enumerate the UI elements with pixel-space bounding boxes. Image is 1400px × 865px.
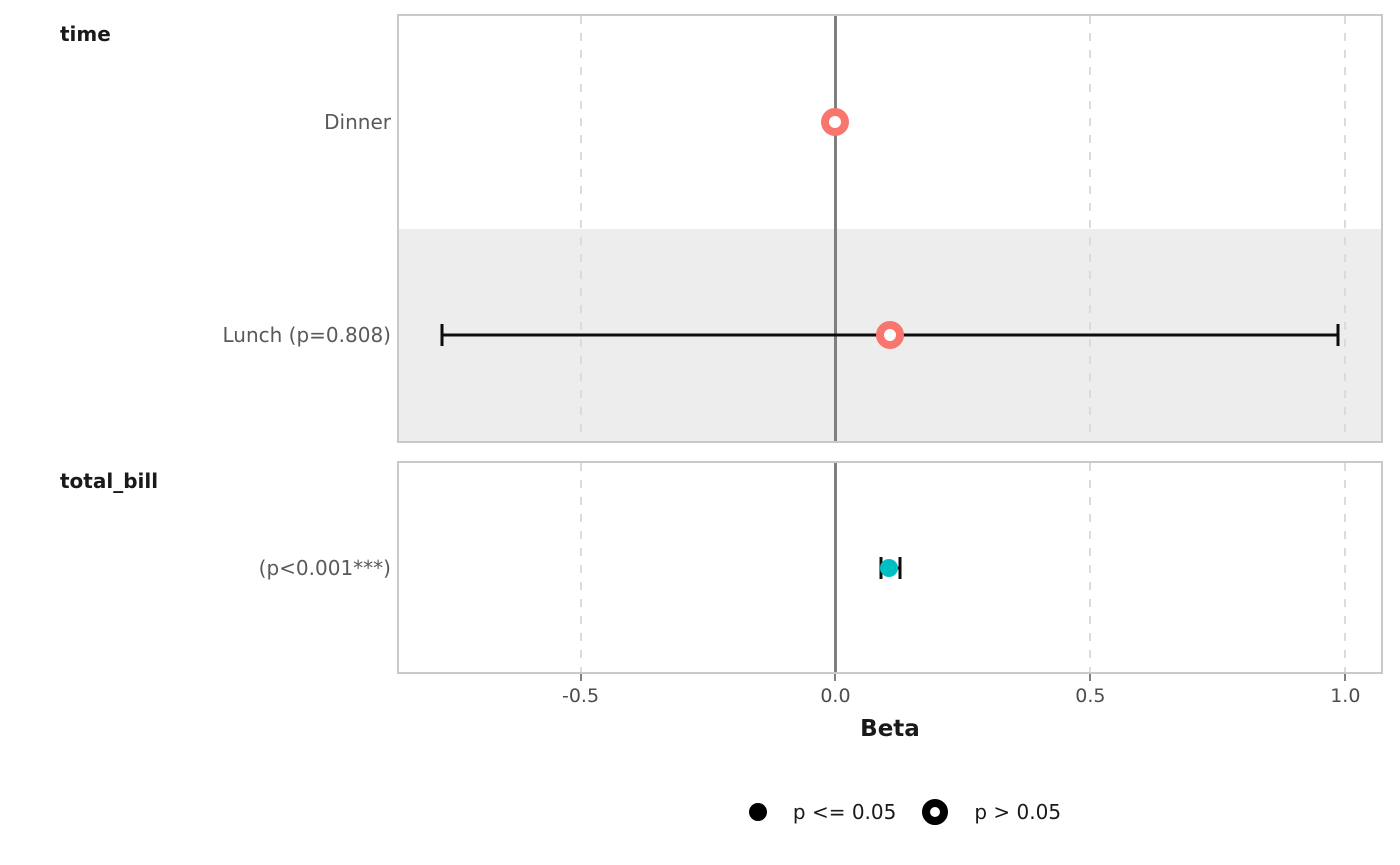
dashed-gridline bbox=[579, 16, 582, 441]
panel-header: total_bill bbox=[60, 469, 159, 493]
zero-reference-line bbox=[833, 463, 837, 672]
dashed-gridline bbox=[579, 463, 582, 672]
estimate-marker bbox=[821, 108, 850, 137]
x-axis-tick-mark bbox=[1344, 674, 1347, 681]
panel-time bbox=[397, 14, 1383, 443]
legend-label-significant: p <= 0.05 bbox=[792, 800, 897, 824]
x-axis-tick-mark bbox=[834, 674, 837, 681]
x-axis-title: Beta bbox=[860, 716, 920, 742]
legend: p <= 0.05 p > 0.05 bbox=[399, 799, 1381, 825]
legend-filled-circle-icon bbox=[748, 803, 767, 821]
zero-reference-line bbox=[833, 16, 837, 441]
x-axis-tick-mark bbox=[1089, 674, 1092, 681]
row-label: Lunch (p=0.808) bbox=[222, 322, 392, 347]
legend-label-nonsignificant: p > 0.05 bbox=[974, 800, 1062, 824]
panel-total-bill bbox=[397, 461, 1383, 674]
confidence-interval-cap bbox=[898, 556, 902, 579]
confidence-interval-cap bbox=[440, 323, 444, 346]
dashed-gridline bbox=[1344, 463, 1347, 672]
estimate-marker bbox=[879, 558, 898, 577]
dashed-gridline bbox=[1089, 16, 1092, 441]
x-axis-tick-label: 0.0 bbox=[820, 685, 851, 707]
dashed-gridline bbox=[1344, 16, 1347, 441]
x-axis-tick-label: 1.0 bbox=[1330, 685, 1361, 707]
row-label: Dinner bbox=[324, 110, 391, 135]
x-axis-tick-label: 0.5 bbox=[1075, 685, 1106, 707]
legend-open-circle-icon bbox=[922, 799, 949, 825]
panel-header: time bbox=[60, 22, 111, 46]
x-axis-tick-label: -0.5 bbox=[561, 685, 600, 707]
dashed-gridline bbox=[1089, 463, 1092, 672]
estimate-marker bbox=[876, 320, 904, 349]
x-axis-tick-mark bbox=[579, 674, 582, 681]
row-label: (p<0.001***) bbox=[258, 555, 391, 580]
confidence-interval-cap bbox=[1336, 323, 1340, 346]
